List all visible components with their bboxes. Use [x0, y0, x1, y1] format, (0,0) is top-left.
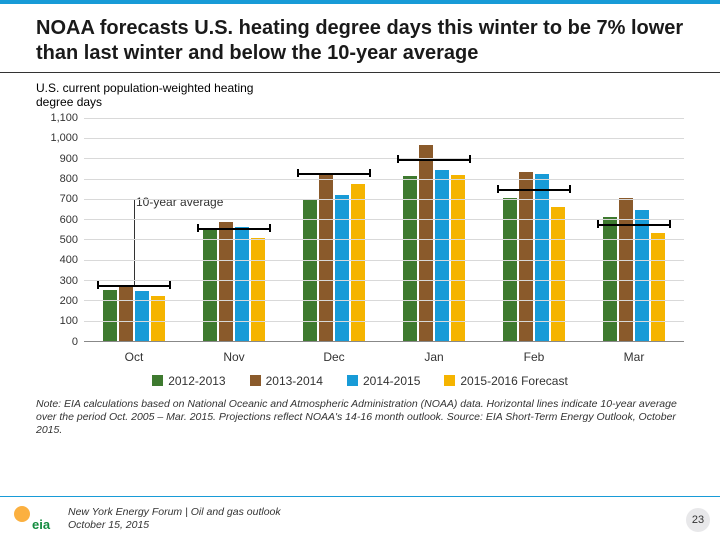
ten-year-avg-cap [397, 159, 471, 161]
bar-group [484, 118, 584, 341]
ten-year-avg-pointer [134, 199, 135, 285]
y-tick: 600 [60, 214, 78, 226]
bar-groups [84, 118, 684, 341]
grid-line [84, 280, 684, 281]
bar [135, 291, 149, 341]
y-tick: 700 [60, 193, 78, 205]
bar [151, 296, 165, 341]
logo-text: eia [32, 517, 50, 532]
ten-year-avg-whisker [469, 155, 471, 163]
ten-year-avg-whisker [197, 224, 199, 232]
grid-line [84, 300, 684, 301]
ten-year-avg-whisker [569, 185, 571, 193]
legend-item: 2013-2014 [250, 374, 323, 388]
legend-item: 2014-2015 [347, 374, 420, 388]
legend-swatch [347, 375, 358, 386]
ten-year-avg-cap [297, 173, 371, 175]
legend-swatch [250, 375, 261, 386]
ten-year-avg-whisker [269, 224, 271, 232]
legend-label: 2015-2016 Forecast [460, 374, 567, 388]
page-title: NOAA forecasts U.S. heating degree days … [0, 4, 720, 73]
y-tick: 300 [60, 275, 78, 287]
ten-year-avg-whisker [297, 169, 299, 177]
bar [203, 230, 217, 341]
grid-line [84, 118, 684, 119]
ten-year-avg-cap [97, 285, 171, 287]
y-tick: 1,000 [50, 132, 78, 144]
ten-year-avg-cap [597, 224, 671, 226]
footer-text: New York Energy Forum | Oil and gas outl… [68, 506, 281, 531]
grid-line [84, 158, 684, 159]
ten-year-avg-whisker [369, 169, 371, 177]
ten-year-avg-whisker [597, 220, 599, 228]
grid-line [84, 138, 684, 139]
bar [419, 145, 433, 340]
ten-year-avg-whisker [169, 281, 171, 289]
y-tick: 100 [60, 315, 78, 327]
y-tick: 800 [60, 173, 78, 185]
bar [651, 233, 665, 341]
bar [103, 290, 117, 341]
ten-year-avg-whisker [97, 281, 99, 289]
legend-item: 2015-2016 Forecast [444, 374, 567, 388]
grid-line [84, 321, 684, 322]
footer-line1: New York Energy Forum | Oil and gas outl… [68, 506, 281, 519]
bar [519, 172, 533, 341]
bar [351, 184, 365, 341]
y-axis: 01002003004005006007008009001,0001,100 [36, 118, 78, 342]
y-tick: 500 [60, 234, 78, 246]
grid-line [84, 260, 684, 261]
x-label: Oct [84, 346, 184, 368]
ten-year-avg-whisker [669, 220, 671, 228]
ten-year-avg-whisker [397, 155, 399, 163]
grid-line [84, 219, 684, 220]
legend-label: 2014-2015 [363, 374, 420, 388]
slide-footer: eia New York Energy Forum | Oil and gas … [0, 496, 720, 540]
bar [119, 286, 133, 341]
bar-group [584, 118, 684, 341]
bar [403, 176, 417, 341]
plot-area: 10-year average [84, 118, 684, 342]
eia-logo: eia [14, 504, 60, 534]
x-label: Feb [484, 346, 584, 368]
y-tick: 1,100 [50, 112, 78, 124]
grid-line [84, 199, 684, 200]
page-number: 23 [686, 508, 710, 532]
chart-legend: 2012-2013 2013-2014 2014-2015 2015-2016 For… [36, 374, 684, 388]
ten-year-avg-cap [497, 189, 571, 191]
x-label: Mar [584, 346, 684, 368]
chart-footnote: Note: EIA calculations based on National… [0, 388, 720, 437]
ten-year-avg-cap [197, 228, 271, 230]
x-axis-labels: OctNovDecJanFebMar [84, 346, 684, 368]
y-tick: 0 [72, 336, 78, 348]
hdd-bar-chart: 01002003004005006007008009001,0001,100 1… [36, 118, 684, 368]
bar [251, 238, 265, 341]
x-label: Dec [284, 346, 384, 368]
bar [235, 227, 249, 341]
y-tick: 400 [60, 254, 78, 266]
bar-group [284, 118, 384, 341]
legend-swatch [444, 375, 455, 386]
legend-item: 2012-2013 [152, 374, 225, 388]
y-tick: 900 [60, 153, 78, 165]
ten-year-avg-label: 10-year average [136, 195, 223, 209]
legend-label: 2012-2013 [168, 374, 225, 388]
legend-swatch [152, 375, 163, 386]
bar [435, 170, 449, 341]
x-label: Jan [384, 346, 484, 368]
ten-year-avg-whisker [497, 185, 499, 193]
y-tick: 200 [60, 295, 78, 307]
bar [603, 217, 617, 341]
sun-icon [14, 506, 30, 522]
grid-line [84, 239, 684, 240]
grid-line [84, 179, 684, 180]
legend-label: 2013-2014 [266, 374, 323, 388]
bar [335, 195, 349, 341]
x-label: Nov [184, 346, 284, 368]
footer-line2: October 15, 2015 [68, 519, 281, 532]
chart-subtitle: U.S. current population-weighted heating… [0, 81, 300, 114]
bar-group [384, 118, 484, 341]
